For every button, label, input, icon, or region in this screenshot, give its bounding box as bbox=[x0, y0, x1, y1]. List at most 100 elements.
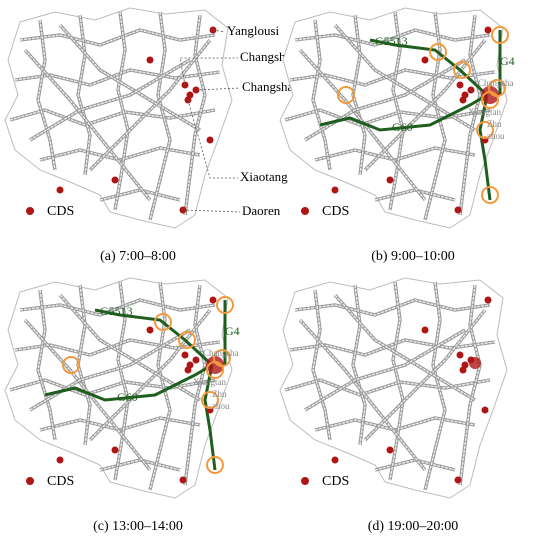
road-inner bbox=[334, 294, 476, 401]
cds-point bbox=[146, 56, 154, 64]
cds-point bbox=[459, 96, 467, 104]
road-inner bbox=[184, 284, 206, 486]
road bbox=[113, 11, 130, 211]
road-inner bbox=[294, 29, 491, 46]
legend-label: CDS bbox=[322, 204, 349, 219]
road-inner bbox=[184, 14, 206, 216]
highlight-ring bbox=[216, 296, 234, 314]
road-inner bbox=[312, 19, 331, 171]
highlight-ring bbox=[476, 121, 494, 139]
map-label: G5513 bbox=[100, 304, 133, 318]
leader-line bbox=[195, 87, 241, 91]
legend-label: CDS bbox=[47, 204, 74, 219]
cds-point bbox=[331, 186, 339, 194]
leader-line bbox=[182, 209, 241, 213]
legend-marker bbox=[301, 477, 309, 485]
road-inner bbox=[19, 299, 216, 316]
road-inner bbox=[149, 281, 171, 491]
legend-marker bbox=[301, 207, 309, 215]
road-inner bbox=[29, 59, 191, 141]
highlight-ring bbox=[206, 361, 224, 379]
highlight-ring bbox=[481, 91, 499, 109]
cds-point bbox=[111, 176, 119, 184]
road-inner bbox=[364, 309, 486, 441]
map-panel: G5513 G4 Changsha Xiangtan Zhu zhou G60 CDS (c) … bbox=[4, 277, 240, 534]
highlight-ring bbox=[491, 26, 509, 44]
road-inner bbox=[459, 14, 481, 216]
cds-point bbox=[111, 446, 119, 454]
cds-cluster bbox=[206, 356, 224, 374]
legend-label: CDS bbox=[322, 474, 349, 489]
cds-point bbox=[331, 456, 339, 464]
cds-point bbox=[456, 81, 464, 89]
map-label: Zhu bbox=[487, 119, 502, 129]
map-label: Zhu bbox=[212, 389, 227, 399]
cds-point bbox=[386, 446, 394, 454]
cds-point bbox=[421, 326, 429, 334]
map-label: G4 bbox=[225, 324, 240, 338]
map-label: G5513 bbox=[375, 34, 408, 48]
road bbox=[388, 11, 405, 211]
legend-marker bbox=[26, 207, 34, 215]
cds-point bbox=[467, 86, 475, 94]
cds-cluster bbox=[469, 357, 481, 369]
road-inner bbox=[59, 294, 201, 401]
cds-point bbox=[421, 56, 429, 64]
cds-point bbox=[56, 186, 64, 194]
road-inner bbox=[299, 49, 426, 201]
map-label: Yanglousi bbox=[227, 23, 280, 38]
highlight-ring bbox=[429, 43, 447, 61]
road-inner bbox=[24, 49, 151, 201]
highlight-ring bbox=[178, 331, 196, 349]
cds-point bbox=[184, 366, 192, 374]
road-inner bbox=[334, 24, 476, 131]
road bbox=[113, 281, 130, 481]
panel-caption: (d) 19:00–20:00 bbox=[368, 519, 459, 534]
road-inner bbox=[89, 309, 211, 441]
road-inner bbox=[459, 284, 481, 486]
cds-point bbox=[192, 356, 200, 364]
cds-point bbox=[179, 476, 187, 484]
road-inner bbox=[37, 19, 56, 171]
road-inner bbox=[24, 319, 151, 471]
map-label: Xiangtan bbox=[468, 107, 501, 117]
road-inner bbox=[149, 11, 171, 221]
cds-point bbox=[386, 176, 394, 184]
cds-point bbox=[206, 136, 214, 144]
road-inner bbox=[59, 24, 201, 131]
road-inner bbox=[294, 299, 491, 316]
highlight-ring bbox=[62, 356, 80, 374]
panel-caption: (b) 9:00–10:00 bbox=[371, 249, 455, 264]
map-label: zhou bbox=[212, 401, 230, 411]
map-panel: CDS (d) 19:00–20:00 bbox=[279, 277, 508, 534]
road bbox=[388, 281, 405, 481]
region-outline bbox=[4, 7, 233, 229]
highlight-ring bbox=[154, 313, 172, 331]
road-inner bbox=[424, 281, 446, 491]
road-inner bbox=[312, 289, 331, 441]
map-panel: YanglousiChangshaxiChangshaXiaotangDaore… bbox=[4, 7, 302, 264]
cds-point bbox=[56, 456, 64, 464]
highlight-ring bbox=[337, 86, 355, 104]
highway-route bbox=[94, 308, 214, 367]
road-inner bbox=[304, 329, 466, 411]
map-label: Daoren bbox=[242, 203, 281, 218]
cds-cluster bbox=[481, 86, 499, 104]
highlight-ring bbox=[453, 61, 471, 79]
region-outline bbox=[279, 277, 508, 499]
map-panel: G5513 G4 Changsha Xiangtan Zhu zhou G60 CDS (b) … bbox=[279, 7, 515, 264]
road-inner bbox=[29, 329, 191, 411]
cds-point bbox=[209, 296, 217, 304]
road-inner bbox=[89, 39, 211, 171]
cds-point bbox=[481, 406, 489, 414]
road-inner bbox=[299, 319, 426, 471]
map-label: G60 bbox=[392, 120, 413, 134]
map-label: G4 bbox=[500, 54, 515, 68]
leader-line bbox=[179, 57, 238, 86]
panel-caption: (c) 13:00–14:00 bbox=[93, 519, 183, 534]
highway-route bbox=[478, 94, 492, 201]
road-inner bbox=[304, 59, 466, 141]
map-label: Changsha bbox=[203, 348, 239, 358]
legend-label: CDS bbox=[47, 474, 74, 489]
road-inner bbox=[37, 289, 56, 441]
